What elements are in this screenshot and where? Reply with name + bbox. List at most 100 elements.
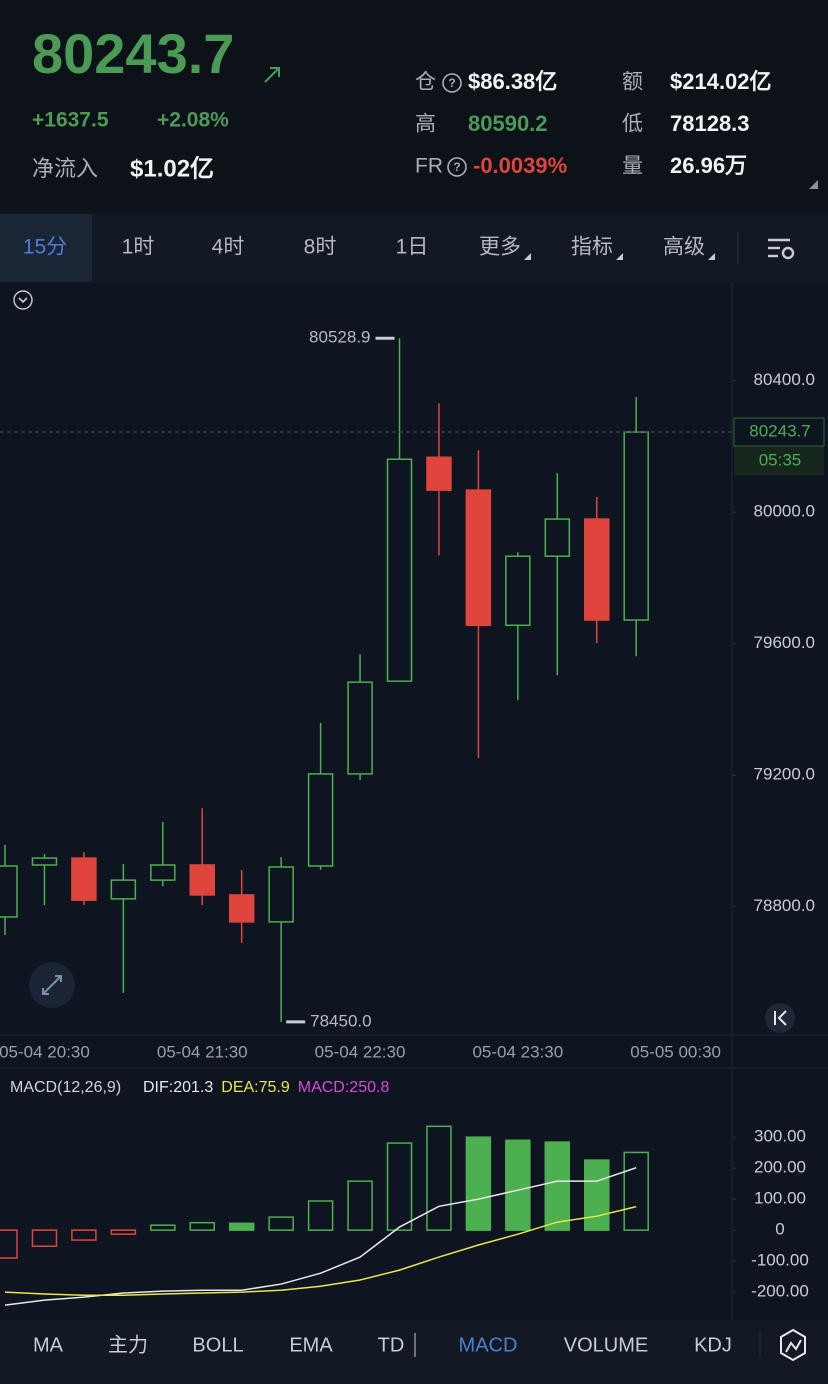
legend-entry: DIF:201.3 — [143, 1079, 213, 1096]
indicator-tabs-bg — [0, 1320, 828, 1384]
timeframe-tab[interactable]: 1时 — [122, 236, 155, 259]
stat-label: FR — [415, 155, 443, 178]
header-bg — [0, 0, 828, 210]
y-tick-label: -200.00 — [751, 1282, 809, 1301]
x-tick-label: 05-05 00:30 — [630, 1042, 721, 1061]
draw-tool-icon[interactable] — [780, 1328, 806, 1362]
timeframe-tab[interactable]: 更多 — [479, 236, 521, 259]
legend-entry: DEA:75.9 — [221, 1079, 290, 1096]
price-change: +1637.5 — [32, 109, 109, 132]
indicator-tab[interactable]: EMA — [289, 1334, 333, 1356]
candle-body — [623, 431, 649, 621]
y-tick-label: 79200.0 — [754, 765, 815, 784]
net-inflow-value: $1.02亿 — [130, 155, 214, 182]
candle-body — [228, 894, 255, 923]
countdown-box — [734, 447, 824, 476]
stat-label: 仓 — [415, 71, 436, 94]
timeframe-tab[interactable]: 指标 — [571, 236, 613, 259]
extreme-label: 80528.9 — [309, 328, 370, 347]
candle-body — [0, 865, 18, 918]
candle-body — [31, 857, 58, 866]
candle-body — [584, 518, 610, 621]
dropdown-caret — [616, 253, 623, 260]
svg-text:?: ? — [453, 160, 460, 174]
stat-value: 80590.2 — [468, 111, 548, 136]
macd-bar — [465, 1136, 492, 1231]
collapse-icon[interactable] — [13, 290, 33, 310]
macd-bar — [228, 1222, 255, 1231]
indicator-tab[interactable]: MACD — [459, 1334, 518, 1356]
timeframe-tab[interactable]: 15分 — [23, 236, 67, 259]
stat-label: 额 — [622, 71, 643, 94]
indicator-tab[interactable]: MA — [33, 1334, 64, 1356]
candle-body — [426, 456, 452, 491]
macd-bar — [31, 1229, 58, 1248]
expand-corner[interactable] — [809, 180, 818, 189]
price-change-pct: +2.08% — [157, 109, 229, 132]
y-tick-label: 200.00 — [754, 1158, 806, 1177]
timeframe-tab[interactable]: 高级 — [663, 236, 705, 259]
candle-body — [505, 555, 531, 627]
macd-bar — [347, 1180, 373, 1231]
help-icon[interactable]: ? — [447, 157, 467, 177]
chart-settings-icon[interactable] — [768, 238, 795, 260]
candle-body — [544, 518, 571, 557]
chart-bg — [0, 282, 828, 1320]
last-price: 80243.7 — [32, 22, 234, 85]
macd-bar — [544, 1141, 571, 1231]
indicator-title: MACD(12,26,9) — [10, 1079, 121, 1096]
y-tick-label: 100.00 — [754, 1189, 806, 1208]
candle-body — [465, 489, 492, 627]
extreme-label: 78450.0 — [310, 1011, 371, 1030]
countdown-label: 05:35 — [759, 451, 802, 470]
indicator-tab[interactable]: 主力 — [108, 1333, 148, 1356]
timeframe-tab[interactable]: 8时 — [304, 236, 337, 259]
timeframe-tab[interactable]: 1日 — [396, 236, 429, 259]
y-tick-label: 80000.0 — [754, 502, 815, 521]
macd-bar — [386, 1142, 413, 1231]
macd-bar — [623, 1151, 649, 1231]
macd-bar — [189, 1221, 215, 1231]
stat-value: 78128.3 — [670, 111, 750, 136]
net-inflow-label: 净流入 — [32, 156, 98, 181]
last-price-label: 80243.7 — [749, 422, 810, 441]
stat-label: 高 — [415, 113, 436, 136]
jump-latest-button[interactable] — [765, 1003, 795, 1033]
x-tick-label: 05-04 20:30 — [0, 1042, 90, 1061]
macd-bar — [71, 1229, 97, 1241]
y-tick-label: 78800.0 — [754, 896, 815, 915]
macd-line — [4, 1205, 637, 1296]
svg-text:?: ? — [448, 76, 455, 90]
dropdown-caret — [708, 253, 715, 260]
x-tick-label: 05-04 23:30 — [472, 1042, 563, 1061]
macd-bar — [110, 1229, 137, 1235]
indicator-tab[interactable]: BOLL — [192, 1334, 243, 1356]
tabs-bg — [0, 214, 828, 282]
last-price-box — [733, 417, 825, 447]
legend-entry: MACD:250.8 — [298, 1079, 390, 1096]
macd-bar — [426, 1125, 452, 1231]
candle-body — [386, 458, 413, 682]
x-tick-label: 05-04 21:30 — [157, 1042, 248, 1061]
dropdown-caret — [524, 253, 531, 260]
stat-value: -0.0039% — [473, 153, 567, 178]
candle-body — [307, 773, 334, 867]
timeframe-tab[interactable]: 4时 — [212, 236, 245, 259]
macd-bar — [150, 1224, 176, 1231]
indicator-tab[interactable]: VOLUME — [564, 1334, 648, 1356]
macd-bar — [505, 1139, 531, 1231]
fullscreen-button[interactable] — [29, 962, 75, 1008]
indicator-tab[interactable]: KDJ — [694, 1334, 732, 1356]
stat-value: 26.96万 — [670, 153, 747, 178]
y-tick-label: -100.00 — [751, 1251, 809, 1270]
candle-body — [347, 681, 373, 775]
stat-label: 低 — [622, 113, 643, 136]
macd-bar — [0, 1229, 18, 1259]
indicator-tab[interactable]: TD — [378, 1334, 405, 1356]
macd-bar — [307, 1200, 334, 1231]
y-tick-label: 0 — [775, 1220, 784, 1239]
stat-value: $86.38亿 — [468, 69, 557, 94]
help-icon[interactable]: ? — [442, 73, 462, 93]
